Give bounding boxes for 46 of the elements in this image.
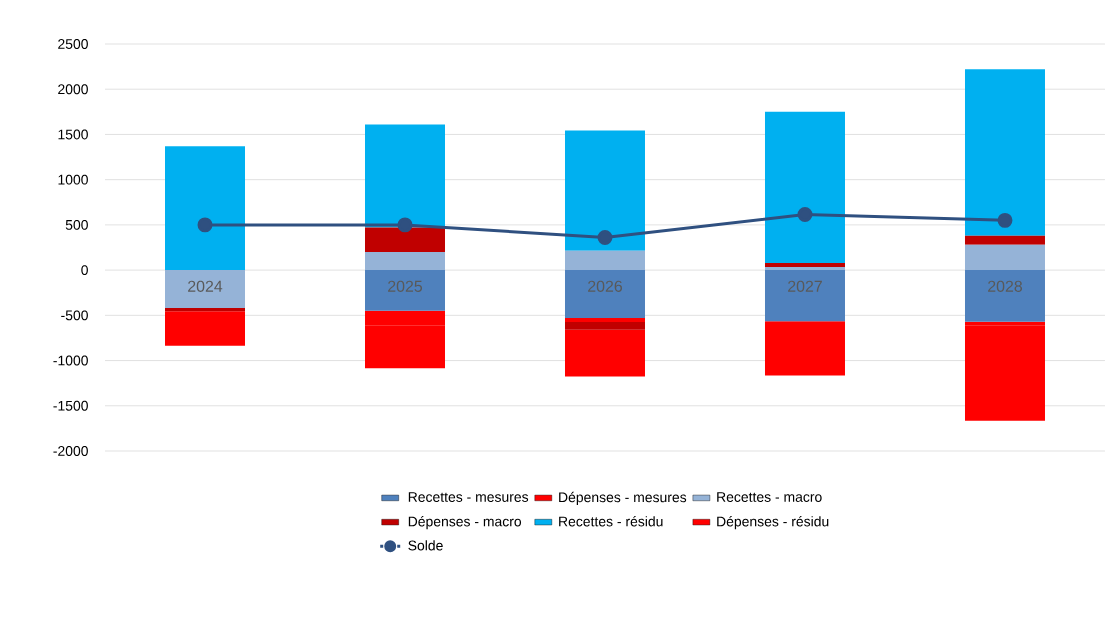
y-tick-label: 2500	[58, 39, 88, 49]
bar	[365, 124, 445, 228]
y-tick-label: 0	[81, 265, 88, 276]
bar	[964, 235, 1045, 245]
bar	[764, 111, 845, 263]
bar	[564, 270, 645, 319]
y-tick-label: 2000	[58, 84, 88, 95]
bar	[564, 250, 645, 271]
bar	[365, 270, 445, 311]
bar	[165, 308, 245, 312]
legend-label: Solde	[408, 540, 443, 551]
x-tick-label: 2028	[988, 280, 1023, 292]
bar	[964, 244, 1045, 271]
legend-label: Dépenses - résidu	[717, 516, 829, 530]
x-tick-label: 2026	[588, 280, 623, 292]
x-tick-label: 2025	[388, 280, 423, 292]
y-tick-label: 500	[65, 219, 88, 230]
bar	[165, 270, 245, 309]
y-tick-label: 1000	[58, 174, 88, 185]
bar	[764, 262, 845, 267]
bar	[764, 266, 845, 271]
y-tick-label: -1000	[53, 355, 88, 366]
y-tick-label: -2000	[53, 446, 88, 456]
bar	[564, 322, 645, 330]
legend-label: Dépenses - macro	[408, 516, 522, 530]
bar	[964, 270, 1045, 322]
bar	[165, 311, 245, 346]
bar	[564, 318, 645, 323]
legend-label: Recettes - mesures	[408, 492, 529, 502]
bar	[365, 252, 445, 271]
legend-label: Recettes - macro	[717, 492, 822, 502]
y-tick-label: -1500	[53, 400, 88, 411]
bar	[764, 323, 845, 376]
x-tick-label: 2027	[788, 280, 822, 292]
bar	[964, 325, 1045, 421]
bar	[964, 69, 1045, 236]
bar	[564, 329, 645, 377]
bar	[564, 130, 645, 251]
bar	[764, 270, 845, 322]
x-tick-label: 2024	[188, 280, 223, 292]
y-tick-label: 1500	[58, 129, 88, 140]
bar	[165, 146, 245, 271]
legend-label: Recettes - résidu	[559, 516, 663, 527]
legend-label: Dépenses - mesures	[559, 491, 687, 505]
y-tick-label: -500	[61, 310, 88, 321]
bar	[365, 227, 445, 253]
